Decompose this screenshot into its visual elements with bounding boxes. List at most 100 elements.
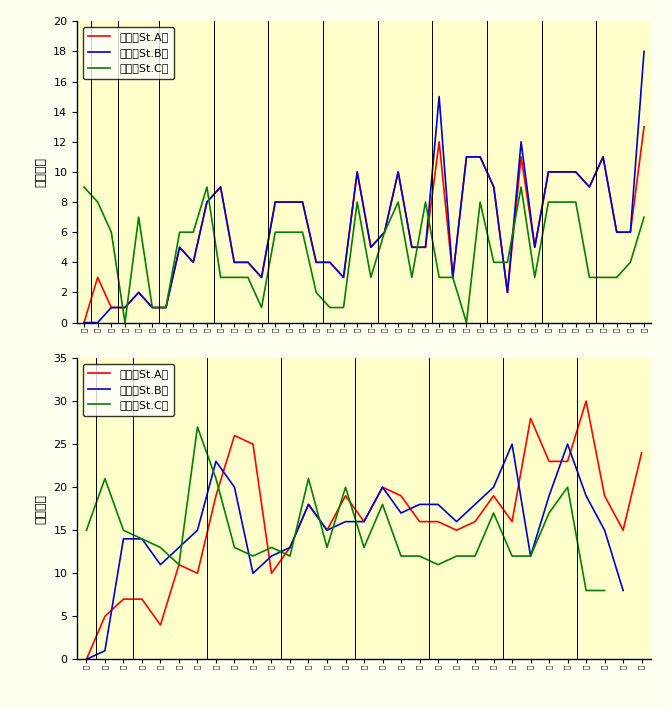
動物（St.C） [175,560,183,569]
植物（St.C） [367,273,375,281]
植物（St.A） [435,138,443,146]
植物（St.A） [176,243,184,252]
動物（St.B） [397,509,405,518]
植物（St.C） [80,183,88,191]
植物（St.A） [135,288,143,296]
Text: H14: H14 [87,401,109,411]
植物（St.B） [312,258,320,267]
植物（St.A） [558,168,566,177]
植物（St.C） [217,273,225,281]
Text: H19: H19 [319,401,341,411]
植物（St.A） [503,288,511,296]
Text: H16: H16 [155,401,177,411]
動物（St.B） [378,483,386,491]
動物（St.B） [415,500,423,508]
植物（St.C） [558,198,566,206]
動物（St.B） [619,586,627,595]
Text: H17: H17 [209,401,232,411]
動物（St.C） [212,474,220,483]
動物（St.C） [156,543,164,552]
植物（St.A） [203,198,211,206]
動物（St.A） [83,655,91,664]
植物（St.A） [367,243,375,252]
植物（St.B） [531,243,539,252]
Line: 植物（St.A）: 植物（St.A） [84,127,644,323]
動物（St.B） [342,518,350,526]
植物（St.B） [462,152,470,161]
Line: 植物（St.C）: 植物（St.C） [84,187,644,323]
動物（St.A） [101,612,109,620]
植物（St.B） [353,168,361,177]
動物（St.C） [83,526,91,535]
植物（St.C） [476,198,484,206]
動物（St.B） [138,535,146,543]
動物（St.C） [564,483,572,491]
植物（St.A） [599,152,607,161]
動物（St.C） [434,560,442,569]
動物（St.C） [360,543,368,552]
動物（St.C） [378,500,386,508]
動物（St.C） [601,586,609,595]
植物（St.C） [380,228,389,237]
植物（St.B） [572,168,580,177]
植物（St.B） [421,243,429,252]
植物（St.A） [517,152,525,161]
動物（St.A） [119,595,127,603]
動物（St.A） [193,569,201,578]
動物（St.B） [360,518,368,526]
Text: H24: H24 [592,401,615,411]
植物（St.C） [230,273,238,281]
動物（St.B） [564,440,572,448]
植物（St.A） [271,198,279,206]
動物（St.A） [601,491,609,500]
植物（St.B） [230,258,238,267]
動物（St.A） [286,543,294,552]
動物（St.A） [545,457,553,466]
植物（St.B） [626,228,634,237]
植物（St.B） [613,228,621,237]
植物（St.C） [408,273,416,281]
動物（St.A） [212,491,220,500]
植物（St.B） [340,273,348,281]
植物（St.A） [285,198,293,206]
動物（St.A） [564,457,572,466]
植物（St.A） [613,228,621,237]
動物（St.A） [490,491,498,500]
植物（St.B） [640,47,648,55]
植物（St.B） [258,273,266,281]
動物（St.B） [286,543,294,552]
動物（St.B） [434,500,442,508]
動物（St.A） [360,518,368,526]
動物（St.C） [415,552,423,560]
動物（St.A） [619,526,627,535]
植物（St.A） [340,273,348,281]
動物（St.C） [286,552,294,560]
植物（St.C） [299,228,307,237]
植物（St.B） [380,228,389,237]
植物（St.C） [203,183,211,191]
動物（St.C） [249,552,257,560]
動物（St.A） [397,491,405,500]
植物（St.B） [244,258,252,267]
植物（St.C） [421,198,429,206]
動物（St.B） [527,552,535,560]
植物（St.C） [162,303,170,312]
植物（St.C） [544,198,552,206]
植物（St.B） [503,288,511,296]
植物（St.A） [408,243,416,252]
植物（St.C） [599,273,607,281]
植物（St.C） [148,303,156,312]
動物（St.B） [305,500,313,508]
動物（St.C） [268,543,276,552]
植物（St.C） [135,213,143,221]
動物（St.A） [305,500,313,508]
植物（St.A） [258,273,266,281]
動物（St.B） [582,491,590,500]
植物（St.B） [107,303,115,312]
Line: 動物（St.C）: 動物（St.C） [87,427,605,591]
動物（St.B） [83,655,91,664]
植物（St.B） [189,258,197,267]
植物（St.B） [394,168,402,177]
植物（St.B） [517,138,525,146]
動物（St.A） [323,526,331,535]
